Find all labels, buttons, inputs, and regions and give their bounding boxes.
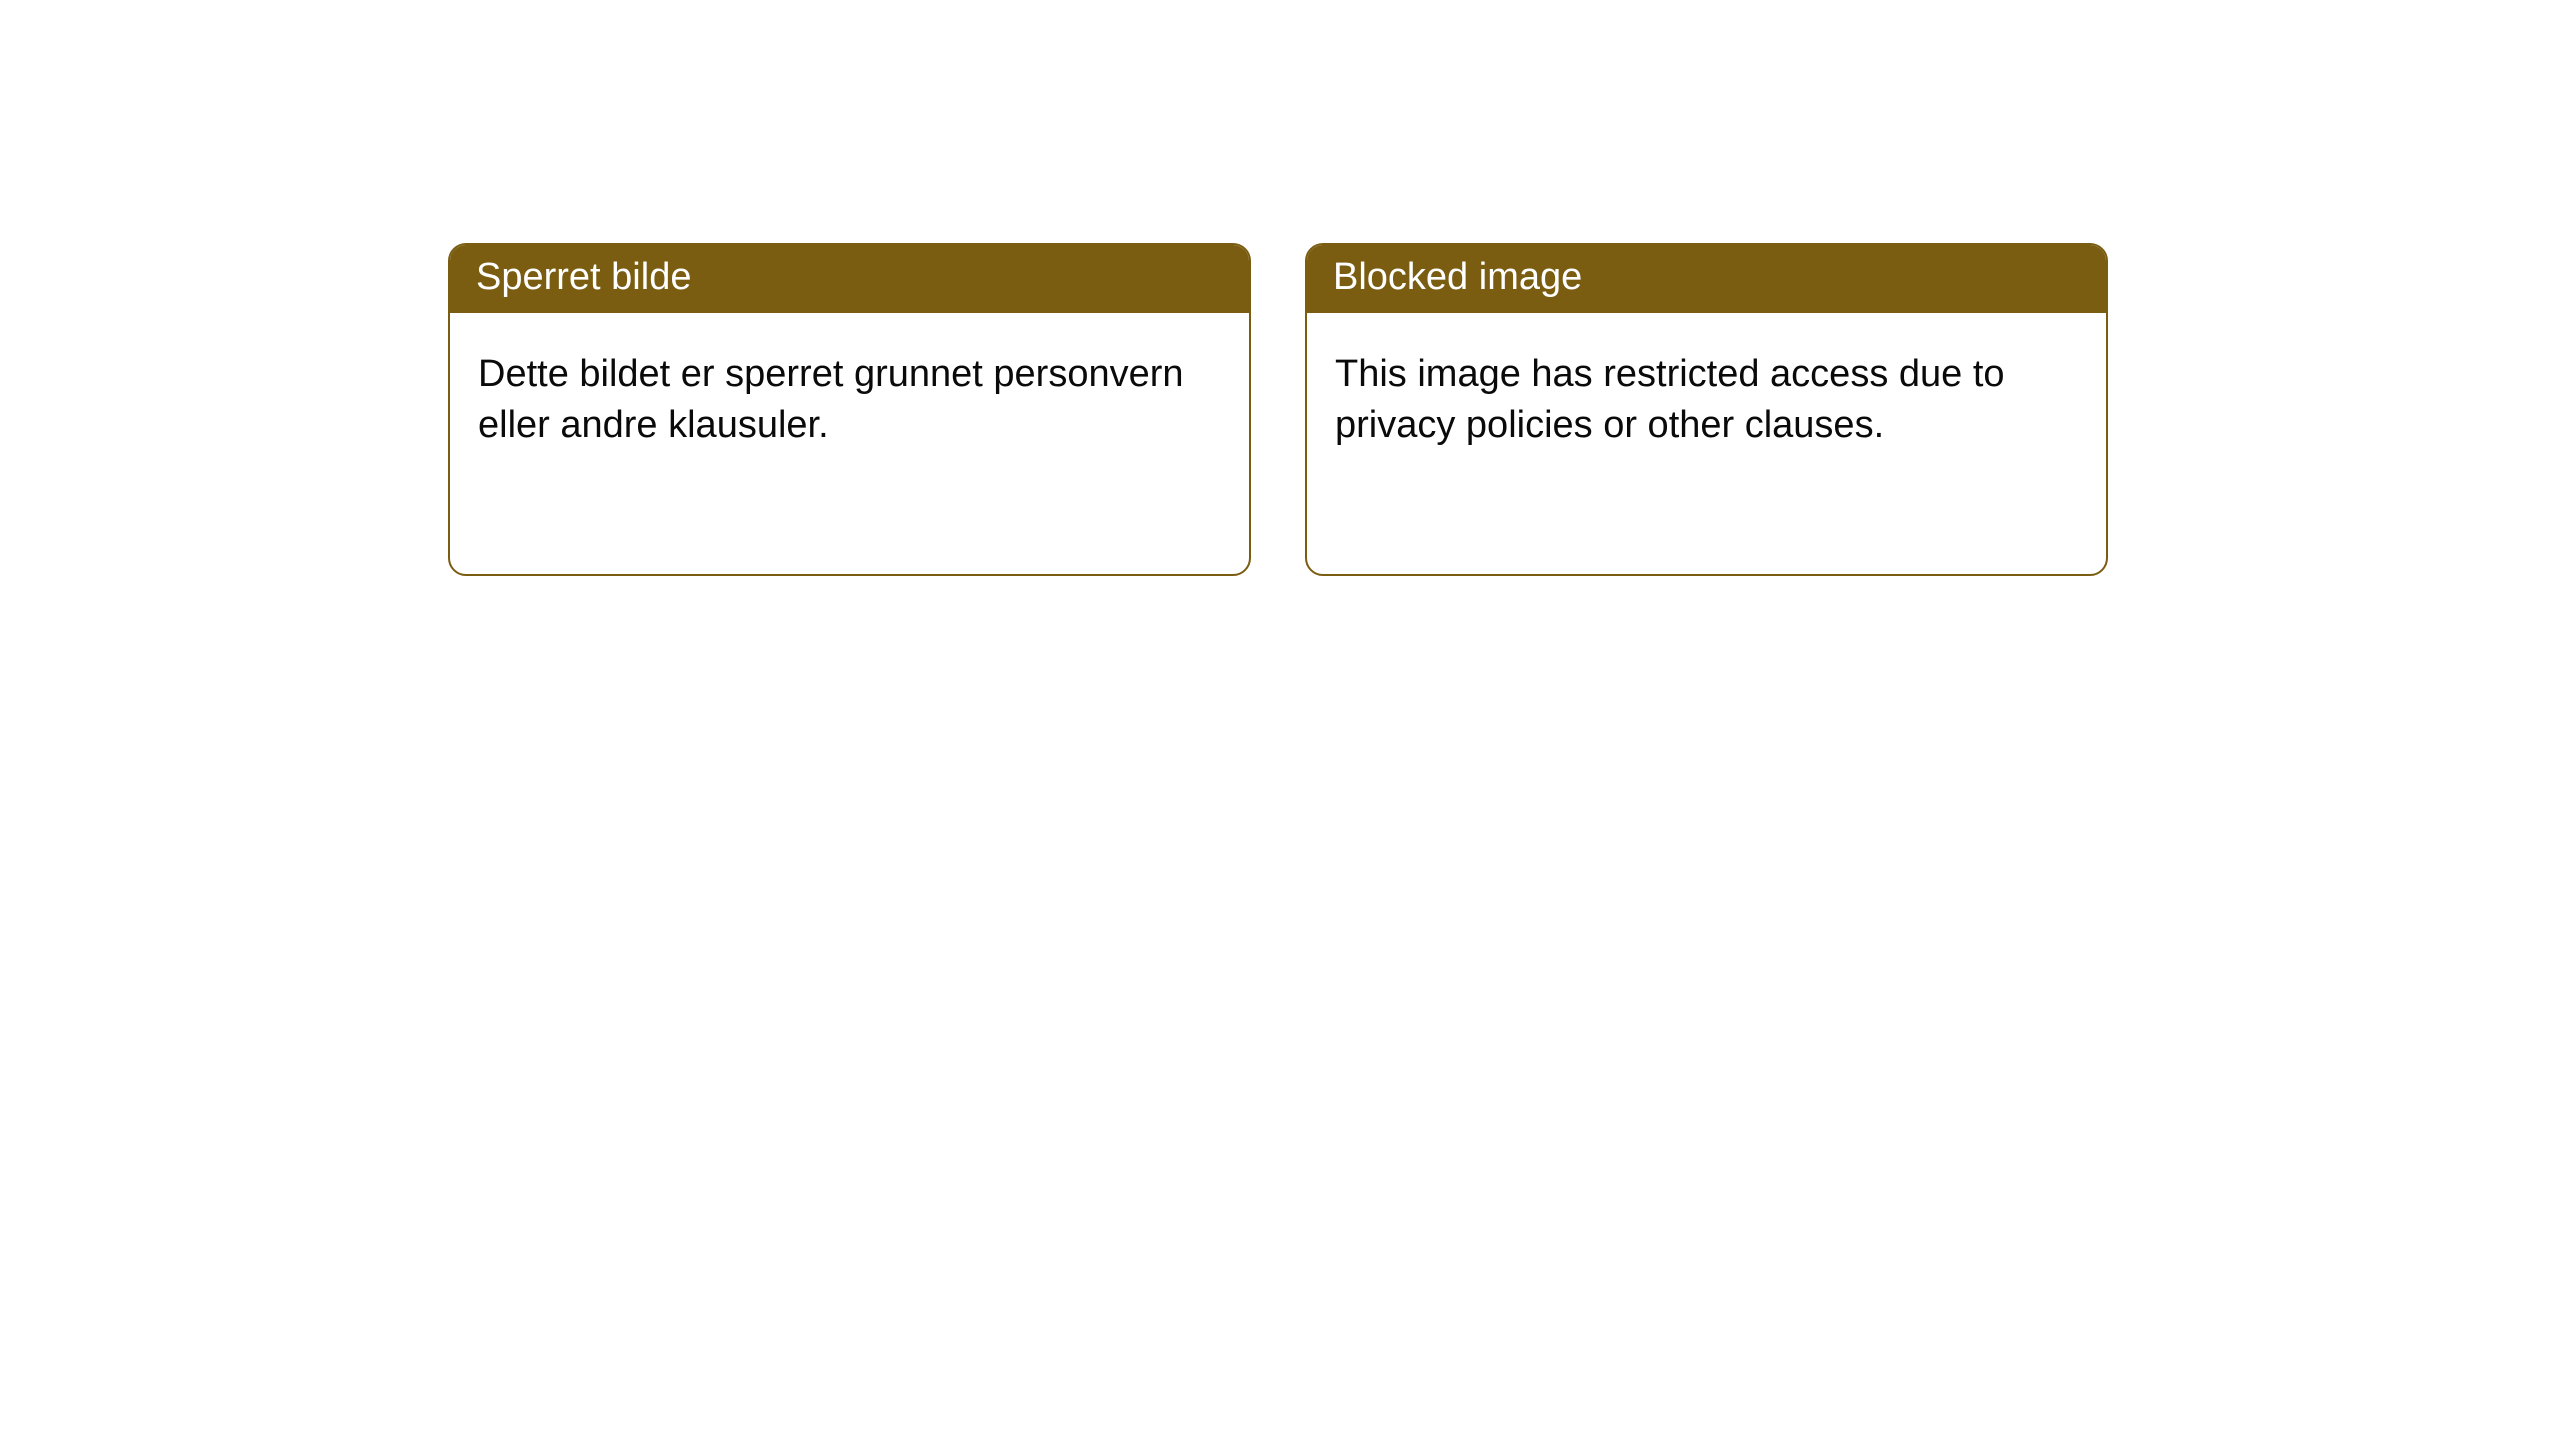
notice-card-norwegian: Sperret bilde Dette bildet er sperret gr… (448, 243, 1251, 576)
card-body: Dette bildet er sperret grunnet personve… (450, 313, 1249, 488)
card-title: Sperret bilde (476, 256, 691, 298)
notice-card-english: Blocked image This image has restricted … (1305, 243, 2108, 576)
card-message: This image has restricted access due to … (1335, 353, 2005, 446)
card-header: Blocked image (1307, 245, 2106, 313)
card-body: This image has restricted access due to … (1307, 313, 2106, 488)
card-message: Dette bildet er sperret grunnet personve… (478, 353, 1184, 446)
card-title: Blocked image (1333, 256, 1582, 298)
notice-container: Sperret bilde Dette bildet er sperret gr… (0, 0, 2560, 576)
card-header: Sperret bilde (450, 245, 1249, 313)
